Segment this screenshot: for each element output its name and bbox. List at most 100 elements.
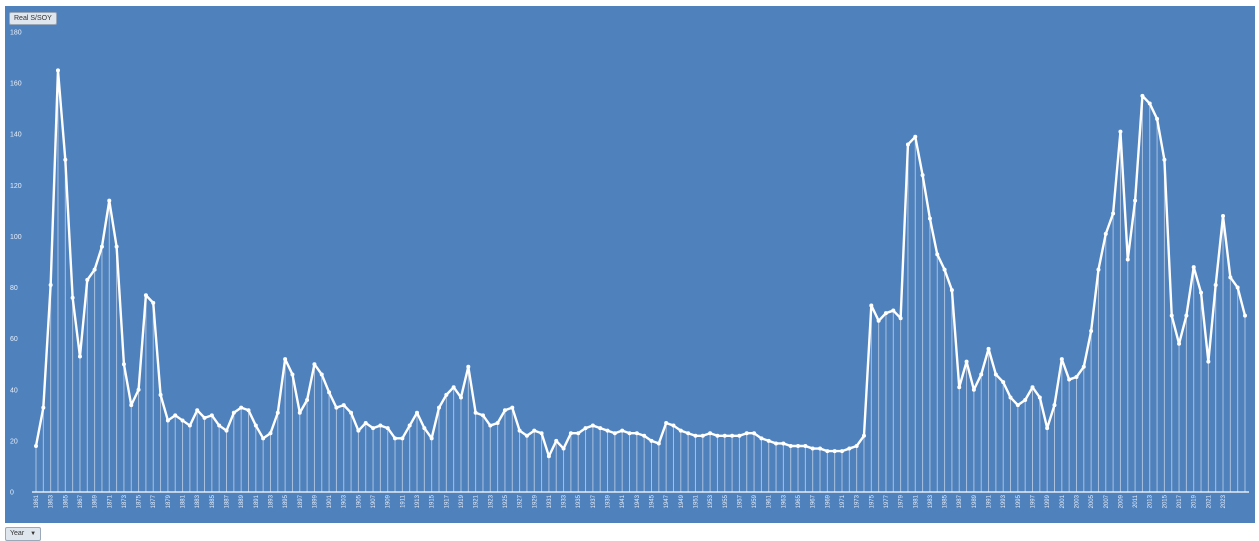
- data-point[interactable]: [979, 372, 984, 377]
- data-point[interactable]: [598, 426, 603, 431]
- data-point[interactable]: [143, 293, 148, 298]
- data-point[interactable]: [715, 433, 720, 438]
- data-point[interactable]: [554, 438, 559, 443]
- data-point[interactable]: [151, 300, 156, 305]
- data-point[interactable]: [158, 392, 163, 397]
- data-point[interactable]: [437, 405, 441, 410]
- data-point[interactable]: [957, 385, 962, 390]
- data-point[interactable]: [275, 410, 280, 415]
- data-point[interactable]: [634, 431, 639, 436]
- data-point[interactable]: [466, 364, 471, 369]
- data-point[interactable]: [854, 444, 859, 448]
- data-point[interactable]: [744, 431, 749, 436]
- data-point[interactable]: [1111, 211, 1116, 216]
- data-point[interactable]: [224, 428, 229, 433]
- data-point[interactable]: [70, 295, 75, 300]
- data-point[interactable]: [231, 410, 236, 415]
- data-point[interactable]: [832, 449, 837, 454]
- data-point[interactable]: [239, 405, 244, 410]
- data-point[interactable]: [363, 421, 368, 425]
- data-point[interactable]: [517, 428, 522, 433]
- data-point[interactable]: [1169, 313, 1174, 318]
- data-point[interactable]: [1023, 398, 1028, 402]
- data-point[interactable]: [788, 444, 793, 448]
- data-point[interactable]: [1045, 426, 1050, 431]
- data-point[interactable]: [495, 421, 500, 425]
- data-point[interactable]: [861, 433, 866, 438]
- data-point[interactable]: [400, 436, 405, 441]
- data-point[interactable]: [1081, 364, 1086, 369]
- data-point[interactable]: [590, 423, 595, 428]
- data-point[interactable]: [1191, 265, 1196, 270]
- data-point[interactable]: [752, 431, 757, 436]
- data-point[interactable]: [986, 346, 991, 351]
- data-point[interactable]: [429, 436, 434, 441]
- data-point[interactable]: [781, 441, 786, 446]
- data-point[interactable]: [964, 359, 969, 364]
- data-point[interactable]: [136, 387, 141, 392]
- data-point[interactable]: [378, 423, 383, 428]
- data-point[interactable]: [693, 433, 698, 438]
- data-point[interactable]: [488, 423, 493, 428]
- data-point[interactable]: [327, 390, 332, 395]
- data-point[interactable]: [349, 410, 354, 415]
- data-point[interactable]: [99, 244, 104, 249]
- data-point[interactable]: [869, 303, 874, 308]
- data-point[interactable]: [905, 142, 910, 147]
- data-point[interactable]: [678, 428, 683, 433]
- data-point[interactable]: [107, 198, 112, 203]
- data-point[interactable]: [539, 431, 544, 436]
- data-point[interactable]: [473, 410, 478, 415]
- data-point[interactable]: [656, 441, 661, 446]
- axis-field-button[interactable]: Year ▼: [5, 527, 42, 541]
- data-point[interactable]: [898, 316, 903, 321]
- data-point[interactable]: [334, 405, 339, 410]
- data-point[interactable]: [1125, 257, 1130, 262]
- data-point[interactable]: [319, 372, 324, 377]
- data-point[interactable]: [356, 428, 361, 433]
- data-point[interactable]: [385, 426, 390, 431]
- data-point[interactable]: [444, 392, 449, 397]
- data-point[interactable]: [371, 426, 376, 431]
- data-point[interactable]: [253, 423, 258, 428]
- data-point[interactable]: [92, 267, 97, 272]
- data-point[interactable]: [312, 362, 317, 367]
- data-point[interactable]: [48, 283, 53, 287]
- data-point[interactable]: [971, 387, 976, 392]
- data-point[interactable]: [883, 311, 888, 316]
- data-point[interactable]: [305, 398, 310, 402]
- data-point[interactable]: [605, 428, 610, 433]
- data-point[interactable]: [1103, 231, 1108, 236]
- data-point[interactable]: [173, 413, 178, 418]
- data-point[interactable]: [1206, 359, 1211, 364]
- data-point[interactable]: [671, 423, 676, 428]
- data-point[interactable]: [949, 288, 954, 293]
- data-point[interactable]: [165, 418, 170, 423]
- data-point[interactable]: [55, 68, 60, 73]
- data-point[interactable]: [480, 413, 485, 418]
- data-point[interactable]: [77, 354, 82, 359]
- data-point[interactable]: [920, 173, 925, 178]
- data-point[interactable]: [524, 433, 529, 438]
- data-point[interactable]: [283, 357, 288, 362]
- data-point[interactable]: [1096, 267, 1101, 272]
- data-point[interactable]: [407, 423, 412, 428]
- data-point[interactable]: [502, 408, 507, 413]
- data-point[interactable]: [195, 408, 200, 413]
- data-point[interactable]: [561, 446, 566, 451]
- data-point[interactable]: [422, 426, 427, 431]
- data-point[interactable]: [1015, 403, 1020, 408]
- data-point[interactable]: [1059, 357, 1064, 362]
- data-point[interactable]: [1067, 377, 1072, 382]
- data-point[interactable]: [935, 252, 940, 257]
- data-point[interactable]: [1074, 375, 1079, 379]
- data-point[interactable]: [825, 449, 830, 454]
- data-point[interactable]: [840, 449, 844, 454]
- data-point[interactable]: [620, 428, 625, 433]
- data-point[interactable]: [1155, 116, 1160, 121]
- data-point[interactable]: [810, 446, 815, 451]
- data-point[interactable]: [63, 157, 68, 162]
- data-point[interactable]: [1199, 290, 1204, 295]
- data-point[interactable]: [1243, 313, 1247, 318]
- data-point[interactable]: [34, 444, 38, 448]
